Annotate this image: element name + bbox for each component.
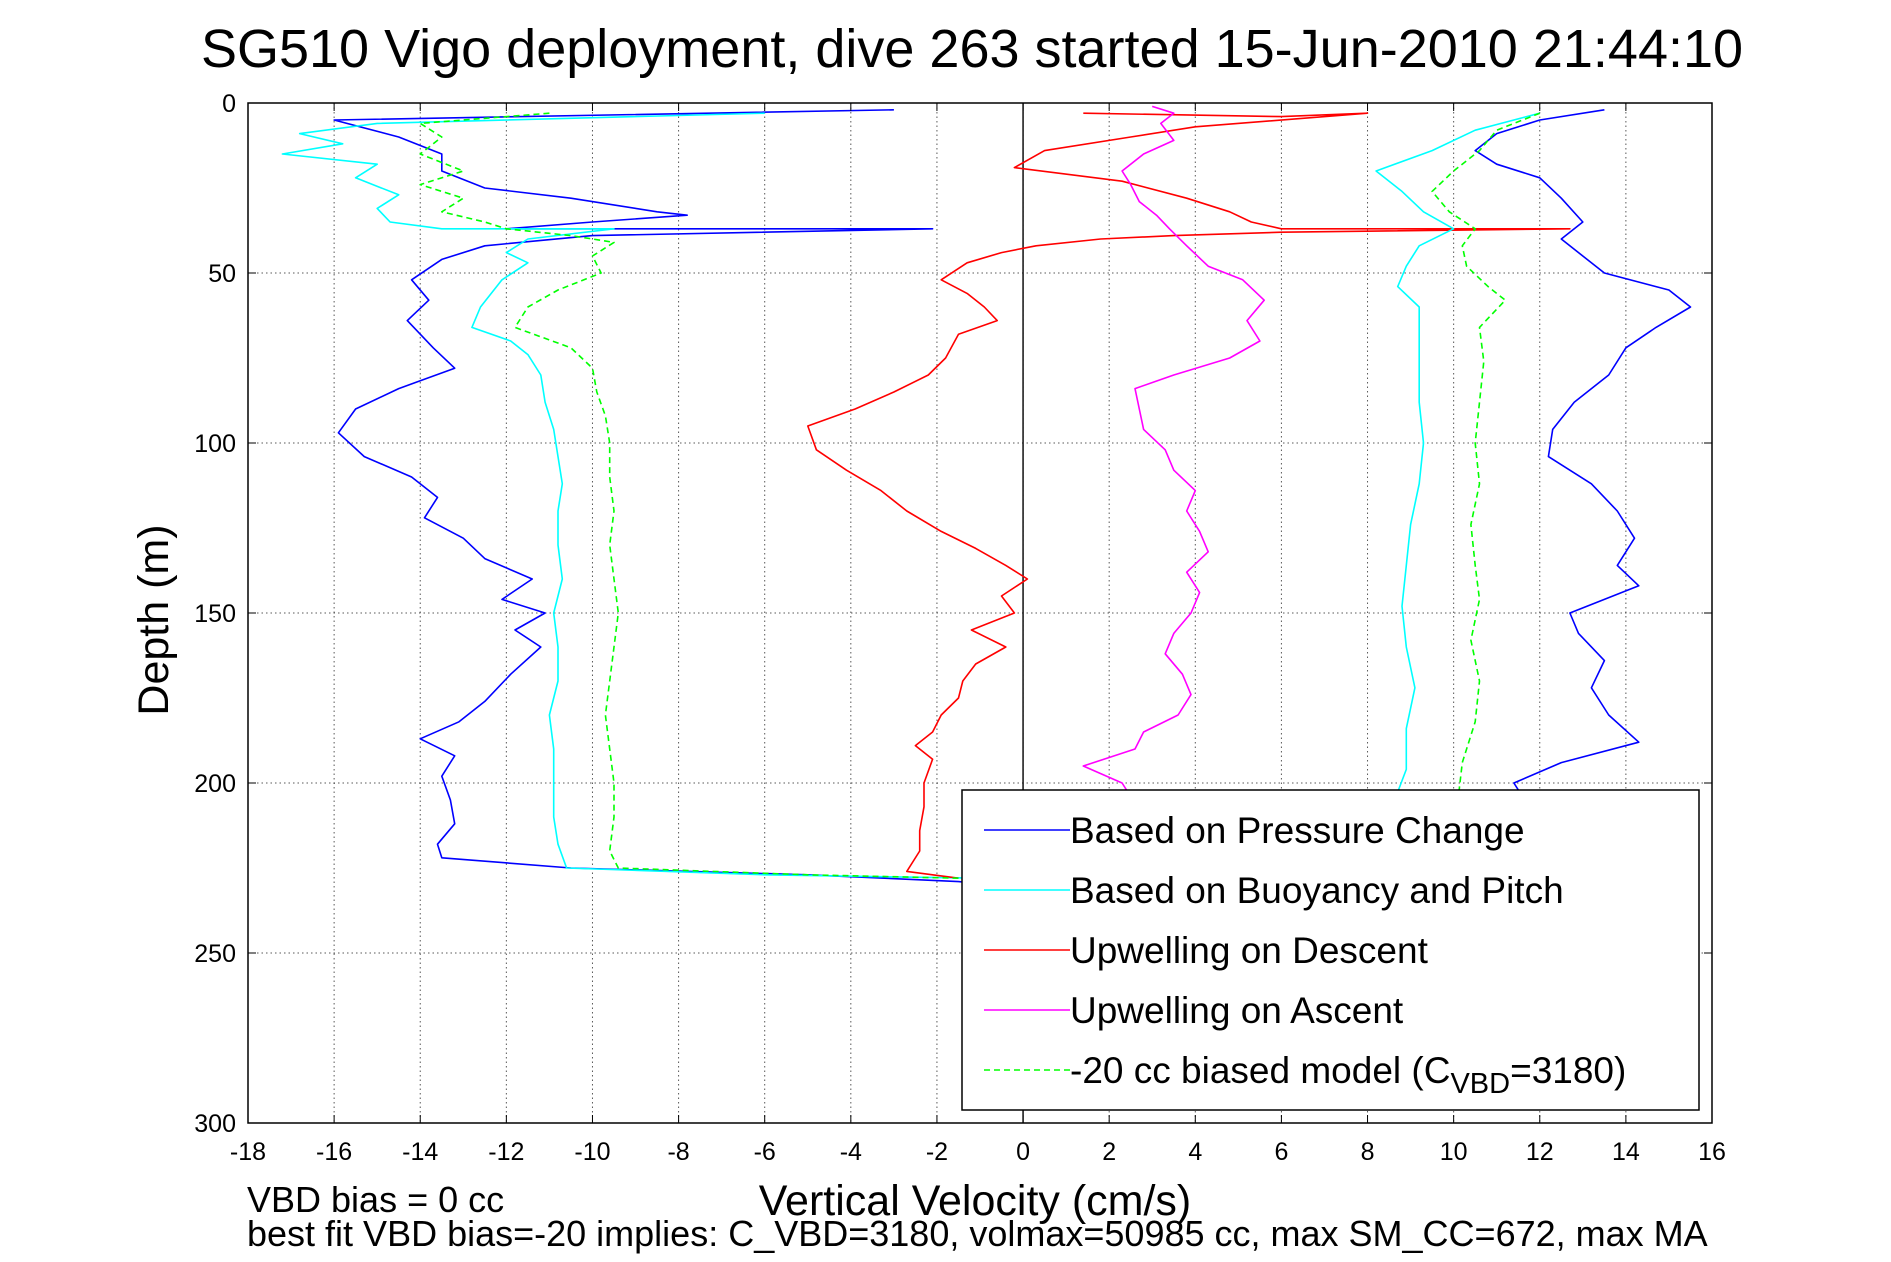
y-axis-label: Depth (m) [130,524,178,715]
legend-label: Based on Buoyancy and Pitch [1070,870,1564,911]
chart-title: SG510 Vigo deployment, dive 263 started … [201,19,1743,79]
y-tick-label: 0 [222,90,236,118]
legend-label: Based on Pressure Change [1070,810,1525,851]
legend-label: Upwelling on Descent [1070,930,1429,971]
buoyancy-pitch-ascent-line [1375,112,1541,804]
plot-frame [247,102,1713,1124]
legend: Based on Pressure Change Based on Buoyanc… [961,789,1700,1111]
x-tick-label: 12 [1526,1138,1554,1166]
x-axis-label: Vertical Velocity (cm/s) [759,1177,1192,1225]
buoyancy-pitch-line [281,112,1006,883]
x-tick-label: 10 [1440,1138,1468,1166]
legend-label: -20 cc biased model (CVBD=3180) [1070,1050,1626,1100]
x-tick-label: -18 [230,1138,266,1166]
footer-bias-text: VBD bias = 0 cc [247,1179,504,1220]
axes: -18 -16 -14 -12 -10 -8 -6 -4 -2 0 2 4 6 8 10 12 14 16 0 50 1… [194,90,1726,1166]
y-tick-label: 150 [194,600,236,628]
pressure-change-line [333,109,993,886]
x-tick-label: -12 [488,1138,524,1166]
x-tick-label: -8 [667,1138,689,1166]
grid [248,103,1712,1123]
x-tick-label: -16 [316,1138,352,1166]
x-tick-label: -14 [402,1138,438,1166]
x-tick-label: -10 [574,1138,610,1166]
x-tick-label: 16 [1698,1138,1726,1166]
y-tick-label: 250 [194,940,236,968]
legend-box [961,789,1700,1111]
x-tick-label: 8 [1361,1138,1375,1166]
x-tick-label: 0 [1016,1138,1030,1166]
x-tick-label: 14 [1612,1138,1640,1166]
x-tick-label: 6 [1274,1138,1288,1166]
biased-model-ascent-line [1431,112,1541,801]
upwelling-ascent-line [1082,105,1265,798]
x-tick-label: 4 [1188,1138,1202,1166]
pressure-change-ascent-line [1474,109,1692,798]
y-tick-label: 300 [194,1110,236,1138]
x-tick-label: -4 [840,1138,862,1166]
footer-fit-text: best fit VBD bias=-20 implies: C_VBD=318… [247,1213,1708,1254]
series-layer [281,103,1692,1123]
upwelling-descent-line [806,112,1571,879]
x-tick-label: -6 [754,1138,776,1166]
legend-label: Upwelling on Ascent [1070,990,1404,1031]
x-tick-label: -2 [926,1138,948,1166]
y-tick-label: 50 [208,260,236,288]
x-tick-label: 2 [1102,1138,1116,1166]
y-tick-label: 100 [194,430,236,458]
y-tick-label: 200 [194,770,236,798]
biased-model-line [419,112,959,879]
